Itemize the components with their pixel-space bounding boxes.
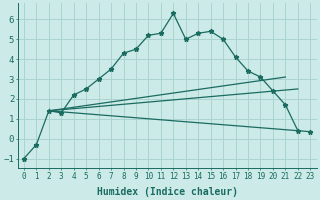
X-axis label: Humidex (Indice chaleur): Humidex (Indice chaleur): [97, 186, 238, 197]
